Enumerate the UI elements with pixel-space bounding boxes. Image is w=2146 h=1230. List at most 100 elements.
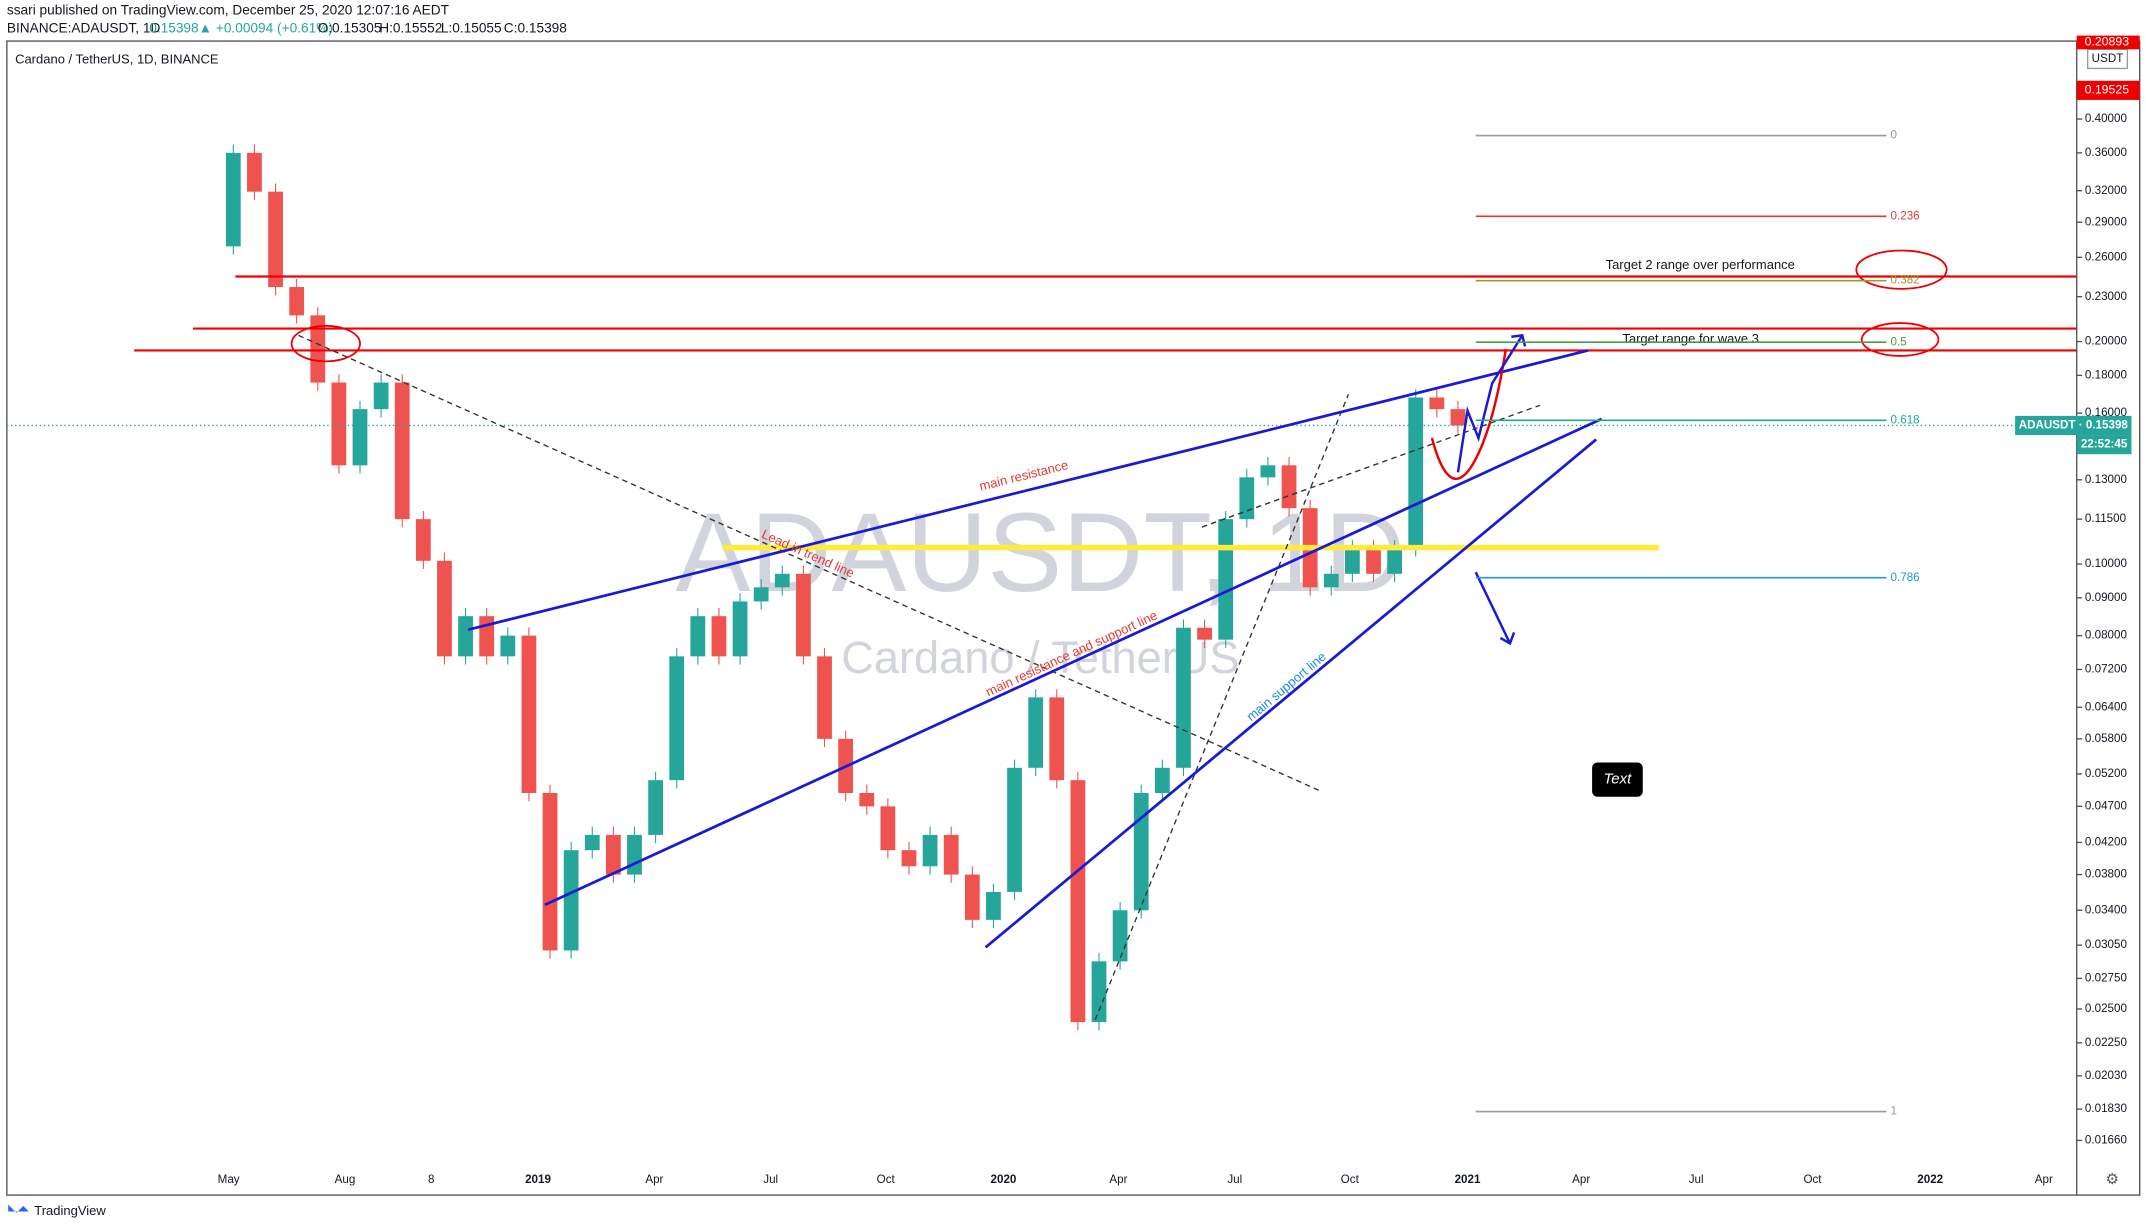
candle [986, 891, 1001, 920]
plot [6, 144, 2077, 1031]
candle [247, 152, 262, 192]
publisher: ssari published on TradingView.com, Dece… [7, 3, 450, 18]
x-tick-label: Jul [1689, 1173, 1704, 1186]
candle [563, 850, 579, 951]
trend-line [544, 417, 1603, 907]
candle [268, 191, 283, 288]
candle [584, 834, 600, 851]
candle [669, 656, 685, 781]
y-tick-label: 0.02500 [2085, 1002, 2128, 1015]
x-tick-label: Apr [645, 1173, 663, 1186]
y-tick-label: 0.03400 [2085, 903, 2128, 916]
open: O:0.15305 [318, 20, 382, 35]
brand: TradingView [34, 1203, 106, 1218]
y-tick-label: 0.32000 [2085, 184, 2128, 197]
low: L:0.15055 [441, 20, 502, 35]
pane-border [6, 40, 2141, 1196]
x-tick-label: Oct [1803, 1173, 1822, 1186]
symbol: BINANCE:ADAUSDT, 1D [7, 20, 161, 35]
ohlc-line: BINANCE:ADAUSDT, 1D 0.15398 ▲ +0.00094 (… [7, 20, 567, 35]
y-tick-label: 0.10000 [2085, 557, 2128, 570]
watermark-subtitle: Cardano / TetherUS [841, 632, 1239, 683]
y-tick-label: 0.36000 [2085, 146, 2128, 159]
fib-label: 0 [1891, 129, 1898, 142]
x-tick-label: Apr [1109, 1173, 1127, 1186]
dashed-line [1201, 404, 1541, 528]
candle [774, 573, 790, 588]
x-tick-label: Apr [2035, 1173, 2053, 1186]
candle [394, 382, 410, 520]
candle [690, 616, 706, 657]
candle [1281, 465, 1297, 509]
candle [1408, 397, 1424, 549]
candle [817, 656, 832, 739]
annotation: Target range for wave 3 [1622, 331, 1759, 346]
candle [964, 874, 980, 920]
fib-label: 0.5 [1891, 335, 1907, 348]
candle [1218, 519, 1234, 640]
trend-line [467, 349, 1589, 632]
candle [648, 780, 663, 835]
candle [521, 635, 537, 793]
last-price-tag [2015, 415, 2132, 436]
fib-label: 0.236 [1891, 209, 1920, 222]
price-axis: USDT 0.20893 0.19525 0.40000 0.36000 0.320… [2015, 35, 2140, 1146]
blue-arrow [1456, 334, 1527, 473]
candle [437, 560, 452, 657]
y-tick-label: 0.01660 [2085, 1133, 2128, 1146]
candle [1260, 465, 1276, 478]
candle [415, 519, 431, 561]
countdown-tag [2076, 435, 2132, 455]
y-tick-label: 0.03800 [2085, 868, 2128, 881]
y-tick-label: 0.07200 [2085, 663, 2128, 676]
circle [1860, 322, 1940, 357]
fib-label: 1 [1891, 1105, 1897, 1118]
candle [542, 792, 558, 951]
y-tick-label: 0.40000 [2085, 112, 2128, 125]
candle [627, 834, 642, 875]
price-tag [2076, 80, 2140, 100]
x-tick-label: Oct [1341, 1173, 1360, 1186]
y-tick-label: 0.03050 [2085, 938, 2128, 951]
y-tick-label: 0.20000 [2085, 335, 2128, 348]
x-tick-label: 2019 [525, 1173, 551, 1186]
candle [1028, 697, 1044, 768]
candle [225, 152, 241, 247]
candle [1049, 697, 1065, 781]
settings-icon[interactable]: ⚙ [2106, 1171, 2120, 1188]
candle [943, 834, 959, 875]
x-tick-label: 2021 [1455, 1173, 1481, 1186]
last: 0.15398 [149, 20, 199, 35]
close: C:0.15398 [504, 20, 567, 35]
text-box [1592, 762, 1643, 797]
candle [605, 834, 621, 875]
candle [1366, 548, 1381, 574]
y-tick-label: 0.29000 [2085, 215, 2128, 228]
countdown: 22:52:45 [2081, 438, 2128, 451]
y-tick-label: 0.26000 [2085, 250, 2128, 263]
y-tick-label: 0.18000 [2085, 368, 2128, 381]
candle [859, 792, 875, 807]
candle [1323, 573, 1339, 588]
candle [1344, 548, 1360, 574]
y-tick-label: 0.02750 [2085, 971, 2128, 984]
y-tick-label: 0.02030 [2085, 1069, 2128, 1082]
text-box-label: Text [1603, 771, 1632, 788]
y-tick-label: 0.09000 [2085, 591, 2128, 604]
x-tick-label: 2022 [1917, 1173, 1943, 1186]
change: ▲ +0.00094 (+0.61%) [199, 20, 333, 35]
candle [922, 834, 938, 867]
dashed-line [298, 334, 1322, 792]
candle [1450, 409, 1466, 426]
y-tick-label: 0.08000 [2085, 629, 2128, 642]
price-tag-label: 0.20893 [2085, 35, 2130, 49]
last-price-label: ADAUSDT · 0.15398 [2019, 419, 2129, 432]
fib-label: 0.618 [1891, 413, 1920, 426]
y-tick-label: 0.11500 [2085, 512, 2127, 525]
candle [352, 409, 368, 466]
fib-label: 0.382 [1891, 274, 1920, 287]
x-tick-label: May [218, 1173, 240, 1186]
y-tick-label: 0.06400 [2085, 700, 2128, 713]
circle [290, 324, 361, 363]
y-tick-label: 0.13000 [2085, 473, 2128, 486]
